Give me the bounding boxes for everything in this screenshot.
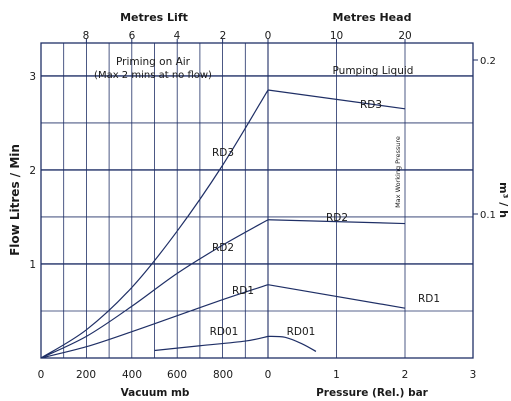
pressure-axis-title: Pressure (Rel.) bar (316, 387, 429, 399)
region-left-subtitle: (Max 2 mins at no flow) (94, 70, 212, 81)
curve-rd01-pressure (267, 335, 317, 352)
series-label-rd1-pressure: RD1 (418, 293, 440, 305)
curve-rd1-vacuum (40, 284, 269, 359)
region-right-title: Pumping Liquid (333, 65, 414, 77)
pressure-tick-label: 1 (333, 369, 340, 381)
y-tick-labels: 1 2 3 (29, 71, 36, 271)
curve-rd1-pressure (267, 284, 406, 309)
plot-frame (40, 42, 474, 359)
top-right-axis-title: Metres Head (333, 11, 412, 24)
right-tick-label: 0.2 (480, 56, 496, 67)
curve-rd01-vacuum (154, 335, 269, 352)
series-labels: RD3 RD3 RD2 RD2 RD1 RD1 RD01 RD01 (210, 99, 440, 338)
series-label-rd01-pressure: RD01 (287, 326, 316, 338)
series-label-rd3-vacuum: RD3 (212, 147, 234, 159)
curve-rd2-pressure (267, 219, 406, 225)
curve-rd3-vacuum (40, 89, 269, 359)
top-left-tick-label: 0 (265, 30, 272, 42)
pressure-tick-label: 2 (402, 369, 409, 381)
y-tick-label: 3 (29, 71, 36, 83)
top-left-tick-label: 2 (220, 30, 227, 42)
top-left-axis-title: Metres Lift (120, 11, 188, 24)
series-label-rd01-vacuum: RD01 (210, 326, 239, 338)
right-tick-labels: 0.1 0.2 (480, 56, 496, 221)
vacuum-tick-label: 400 (122, 369, 142, 381)
max-pressure-label: Max Working Pressure (394, 136, 402, 208)
vacuum-tick-label: 0 (265, 369, 272, 381)
top-right-tick-label: 20 (398, 30, 411, 42)
vacuum-tick-label: 800 (213, 369, 233, 381)
top-tick-labels: 8 6 4 2 0 10 20 (83, 30, 412, 42)
right-tick-label: 0.1 (480, 210, 496, 221)
curve-rd3-pressure (267, 89, 406, 110)
vacuum-tick-label: 0 (38, 369, 45, 381)
y-tick-label: 2 (29, 165, 36, 177)
pressure-tick-label: 3 (470, 369, 477, 381)
y-axis-title: Flow Litres / Min (8, 144, 22, 256)
series-label-rd3-pressure: RD3 (360, 99, 382, 111)
series-label-rd2-pressure: RD2 (326, 212, 348, 224)
vacuum-tick-label: 600 (167, 369, 187, 381)
right-axis-title: m³ / h (497, 182, 510, 218)
top-left-tick-label: 6 (129, 30, 136, 42)
grid-lines (41, 39, 478, 358)
series-label-rd2-vacuum: RD2 (212, 242, 234, 254)
series-curves (40, 89, 406, 359)
series-label-rd1-vacuum: RD1 (232, 285, 254, 297)
top-left-tick-label: 8 (83, 30, 90, 42)
vacuum-axis-title: Vacuum mb (121, 387, 190, 399)
vacuum-tick-label: 200 (76, 369, 96, 381)
top-right-tick-label: 10 (330, 30, 343, 42)
curve-rd2-vacuum (40, 219, 269, 359)
bottom-tick-labels: 0 200 400 600 800 0 1 2 3 (38, 369, 477, 381)
y-tick-label: 1 (29, 259, 36, 271)
top-left-tick-label: 4 (174, 30, 181, 42)
region-left-title: Priming on Air (116, 56, 191, 68)
